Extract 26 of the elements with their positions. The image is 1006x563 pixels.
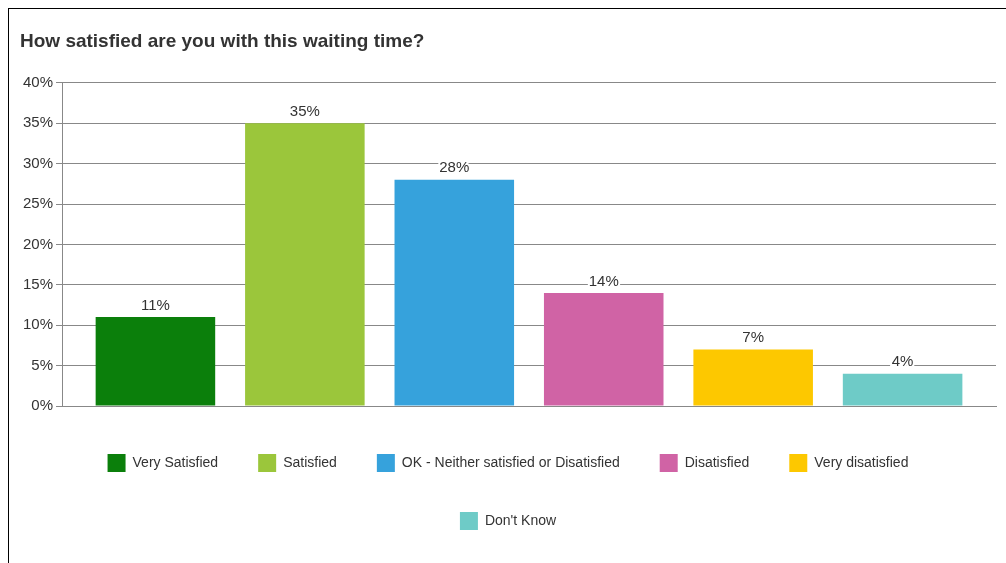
y-tick-label: 20% <box>22 234 54 252</box>
y-tick-label: 30% <box>22 153 54 171</box>
legend-label: Very Satisfied <box>132 453 219 470</box>
chart-title: How satisfied are you with this waiting time? <box>20 29 425 51</box>
bar <box>245 123 365 406</box>
legend-label: Very disatisfied <box>814 453 909 470</box>
legend-label: Don't Know <box>484 511 557 528</box>
data-label: 11% <box>140 295 170 313</box>
y-tick-label: 10% <box>22 315 54 333</box>
data-label: 4% <box>891 352 914 370</box>
legend-label: Disatisfied <box>684 453 750 470</box>
legend-label: Satisfied <box>283 453 337 470</box>
bar <box>842 373 963 406</box>
bar <box>693 349 813 406</box>
bar <box>543 292 664 406</box>
y-tick-label: 5% <box>31 355 54 373</box>
y-tick-label: 0% <box>31 396 54 414</box>
y-tick-label: 15% <box>22 274 54 292</box>
data-label: 35% <box>289 101 320 119</box>
legend-label: OK - Neither satisfied or Disatisfied <box>401 453 620 470</box>
y-tick-label: 40% <box>22 72 54 90</box>
y-tick-label: 35% <box>22 113 54 131</box>
bar <box>394 179 515 406</box>
bar <box>95 317 216 406</box>
data-label: 7% <box>742 328 765 346</box>
y-tick-label: 25% <box>22 194 54 212</box>
